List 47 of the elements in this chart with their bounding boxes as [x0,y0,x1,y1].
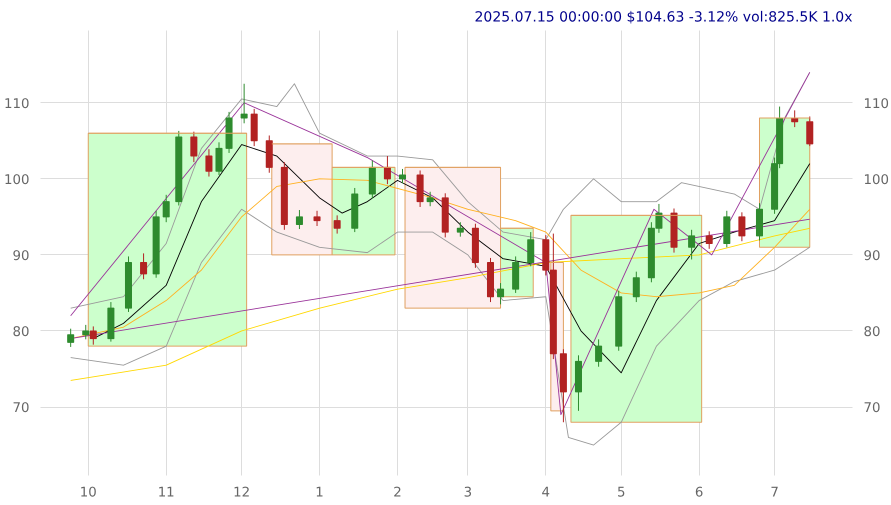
x-tick-label: 11 [158,486,175,500]
x-tick-label: 2 [393,486,402,500]
y2-tick-label: 100 [864,172,889,188]
candlestick [738,212,746,242]
x-tick-label: 12 [233,486,250,500]
y2-tick-label: 110 [864,96,889,112]
x-tick-label: 7 [770,486,779,500]
x-tick-label: 4 [542,486,550,500]
y-tick-label: 90 [12,248,30,264]
candlestick [240,83,248,124]
line-series [70,208,810,446]
candlestick [706,230,713,250]
candlestick [632,271,640,303]
x-tick-label: 5 [616,486,626,500]
y-tick-label: 100 [4,172,30,188]
candlestick [334,214,341,234]
candlestick [190,131,198,163]
candlestick [314,210,321,226]
chart-title: 2025.07.15 00:00:00 $104.63 -3.12% vol:825.5K 1.0x [474,10,853,26]
y-tick-label: 80 [12,324,30,340]
x-tick-label: 6 [694,486,704,500]
x-tick-label: 3 [464,486,472,500]
candlestick [527,232,534,267]
candlestick [497,282,504,305]
y2-tick-label: 80 [864,324,880,340]
y-tick-label: 70 [12,401,30,416]
y2-tick-label: 90 [864,248,880,264]
y-tick-label: 110 [4,96,30,112]
candlestick [90,326,97,346]
candlestick [205,148,212,178]
candlestick [456,222,464,238]
candlestick [398,168,406,184]
candlestick [296,210,303,230]
candlestick [82,324,90,340]
y2-tick-label: 70 [864,401,880,416]
candlestick [426,191,434,207]
candlestick [215,142,223,176]
candlestick [140,252,148,280]
candlestick [384,156,391,185]
line-series [70,228,810,381]
x-tick-label: 10 [80,486,97,500]
x-tick-label: 1 [315,486,324,500]
candlestick [595,338,602,368]
candlestick [806,116,814,147]
candlestick [67,328,74,348]
candlestick [162,194,170,223]
candlestick [688,229,696,260]
